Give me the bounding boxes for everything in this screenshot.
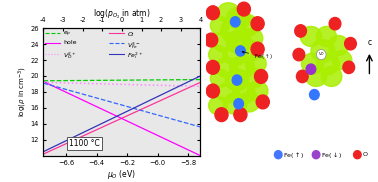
Ellipse shape: [321, 66, 342, 86]
Text: c: c: [367, 38, 372, 47]
Circle shape: [215, 108, 228, 122]
Circle shape: [235, 46, 245, 56]
Text: $e_p$: $e_p$: [63, 30, 72, 39]
Circle shape: [274, 151, 282, 159]
Ellipse shape: [238, 92, 260, 112]
Circle shape: [254, 70, 268, 83]
Circle shape: [231, 17, 240, 27]
Ellipse shape: [213, 32, 234, 52]
Ellipse shape: [226, 30, 251, 54]
Y-axis label: log($\rho$ in cm$^{-3}$): log($\rho$ in cm$^{-3}$): [16, 66, 29, 117]
Ellipse shape: [247, 81, 268, 101]
Circle shape: [345, 37, 356, 50]
Text: $V_O^{2+}$: $V_O^{2+}$: [63, 50, 77, 61]
Ellipse shape: [230, 56, 254, 79]
Ellipse shape: [302, 53, 324, 74]
Ellipse shape: [227, 7, 251, 29]
Ellipse shape: [217, 3, 240, 23]
Ellipse shape: [233, 82, 255, 104]
Text: hole: hole: [63, 40, 77, 45]
Ellipse shape: [217, 83, 240, 103]
Ellipse shape: [209, 46, 228, 64]
Text: Fe($\uparrow$): Fe($\uparrow$): [284, 150, 305, 160]
Circle shape: [206, 6, 219, 20]
Circle shape: [234, 108, 247, 122]
Text: $O_I$: $O_I$: [127, 30, 135, 39]
Circle shape: [353, 151, 361, 159]
X-axis label: log($p_{O_2}$ in atm): log($p_{O_2}$ in atm): [93, 7, 151, 21]
Ellipse shape: [209, 96, 228, 115]
Circle shape: [316, 50, 326, 60]
Ellipse shape: [300, 26, 322, 46]
Ellipse shape: [328, 35, 349, 56]
Circle shape: [295, 25, 307, 37]
Ellipse shape: [242, 28, 263, 48]
X-axis label: $\mu_O$ (eV): $\mu_O$ (eV): [107, 168, 136, 181]
Circle shape: [306, 64, 316, 74]
Text: Fe($\downarrow$): Fe($\downarrow$): [321, 150, 342, 160]
Ellipse shape: [238, 40, 260, 62]
Text: $V_O$: $V_O$: [318, 51, 325, 58]
Ellipse shape: [221, 19, 246, 43]
Text: Fe$_i$($\uparrow$): Fe$_i$($\uparrow$): [242, 51, 274, 61]
Ellipse shape: [210, 69, 229, 87]
Text: $V_{Fe}^{3-}$: $V_{Fe}^{3-}$: [127, 40, 141, 51]
Circle shape: [251, 42, 264, 56]
Ellipse shape: [316, 26, 336, 46]
Ellipse shape: [332, 51, 352, 70]
Ellipse shape: [317, 53, 339, 75]
Circle shape: [329, 17, 341, 30]
Circle shape: [234, 99, 243, 109]
Circle shape: [251, 17, 264, 31]
Circle shape: [343, 61, 355, 74]
Text: O: O: [363, 152, 367, 157]
Ellipse shape: [236, 15, 259, 36]
Circle shape: [232, 75, 242, 85]
Circle shape: [256, 95, 269, 109]
Ellipse shape: [210, 16, 229, 35]
Ellipse shape: [311, 40, 335, 62]
Circle shape: [204, 33, 218, 47]
Text: $Fe_i^{2+}$: $Fe_i^{2+}$: [127, 50, 144, 61]
Circle shape: [237, 2, 250, 16]
Circle shape: [310, 90, 319, 100]
Ellipse shape: [223, 93, 247, 114]
Ellipse shape: [215, 57, 238, 77]
Circle shape: [206, 84, 219, 98]
Circle shape: [293, 48, 305, 61]
Ellipse shape: [241, 68, 263, 88]
Ellipse shape: [246, 54, 266, 74]
Ellipse shape: [223, 44, 247, 66]
Circle shape: [206, 60, 219, 74]
Ellipse shape: [305, 66, 327, 86]
Circle shape: [296, 70, 308, 83]
Circle shape: [312, 151, 320, 159]
Ellipse shape: [225, 69, 249, 91]
Text: 1100 °C: 1100 °C: [69, 139, 100, 148]
